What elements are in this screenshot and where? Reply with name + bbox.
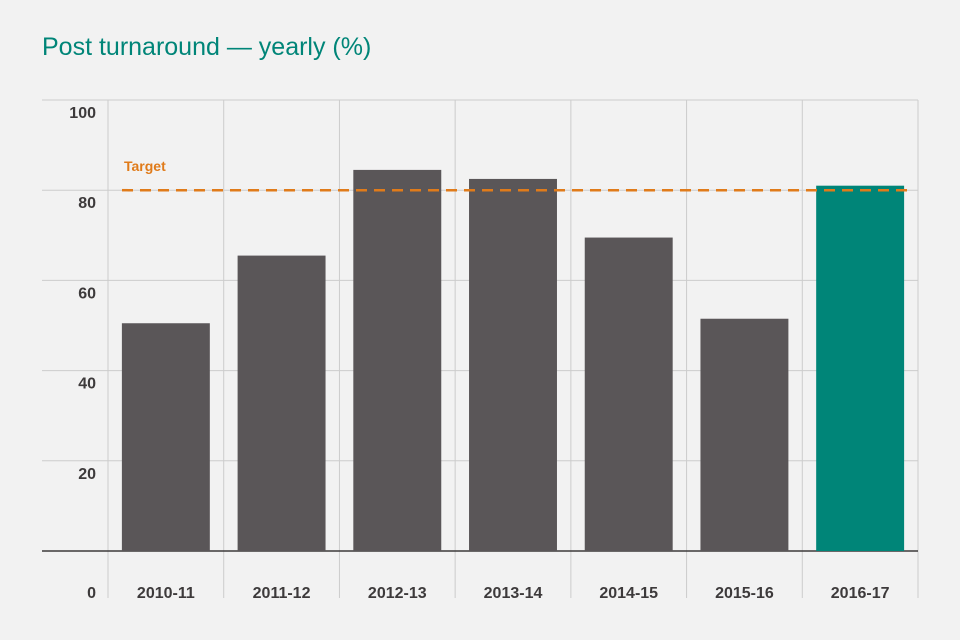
- x-tick-label: 2011-12: [253, 585, 311, 602]
- y-tick-label: 40: [78, 376, 96, 393]
- target-layer: Target: [122, 158, 910, 192]
- bar-2015-16: [700, 318, 789, 551]
- x-tick-label: 2010-11: [137, 585, 195, 602]
- bar-2016-17: [816, 185, 905, 551]
- bar-2013-14: [469, 178, 557, 552]
- x-tick-label: 2015-16: [715, 585, 774, 602]
- x-tick-label: 2012-13: [368, 585, 427, 602]
- x-tick-label: 2016-17: [831, 585, 890, 602]
- target-label: Target: [124, 158, 166, 174]
- x-tick-label: 2014-15: [599, 585, 658, 602]
- y-tick-label: 80: [78, 195, 96, 212]
- y-tick-label: 20: [78, 466, 96, 483]
- bar-2011-12: [237, 255, 326, 551]
- bars-layer: [121, 169, 905, 552]
- y-tick-label: 0: [87, 585, 96, 602]
- labels-layer: 0 20 40 60 80 100 2010-11 2011-12 2012-13 2013-14…: [69, 105, 889, 602]
- y-tick-label: 60: [78, 285, 96, 302]
- bar-2012-13: [353, 169, 442, 551]
- chart-title: Post turnaround — yearly (%): [42, 33, 372, 61]
- bar-2014-15: [584, 237, 673, 551]
- bar-2010-11: [121, 323, 210, 551]
- x-tick-label: 2013-14: [484, 585, 543, 602]
- y-tick-label: 100: [69, 105, 96, 122]
